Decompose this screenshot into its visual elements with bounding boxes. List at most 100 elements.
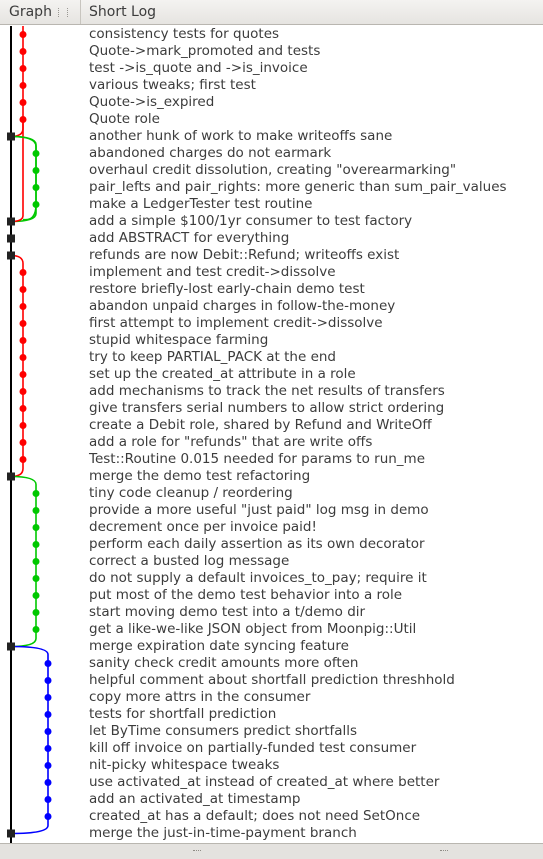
red-commit-node-icon — [19, 354, 27, 361]
commit-row[interactable]: add a role for "refunds" that are write … — [89, 434, 373, 450]
commit-row[interactable]: Quote role — [89, 111, 160, 127]
graph-column-header[interactable]: Graph — [0, 0, 81, 24]
merge-node-icon — [7, 472, 15, 481]
column-header: Graph Short Log — [0, 0, 543, 25]
commit-row[interactable]: correct a busted log message — [89, 553, 290, 569]
green-commit-node-icon — [32, 201, 40, 208]
commit-row[interactable]: add ABSTRACT for everything — [89, 230, 290, 246]
commit-row[interactable]: merge the just-in-time-payment branch — [89, 825, 357, 841]
short-log-column-header[interactable]: Short Log — [81, 0, 543, 24]
green-commit-node-icon — [32, 490, 40, 497]
commit-row[interactable]: use activated_at instead of created_at w… — [89, 774, 440, 790]
commit-row[interactable]: another hunk of work to make writeoffs s… — [89, 128, 393, 144]
merge-node-icon — [7, 642, 15, 651]
commit-row[interactable]: consistency tests for quotes — [89, 26, 280, 42]
green-commit-node-icon — [32, 541, 40, 548]
commit-row[interactable]: kill off invoice on partially-funded tes… — [89, 740, 417, 756]
commit-row[interactable]: add a simple $100/1yr consumer to test f… — [89, 213, 413, 229]
green-commit-node-icon — [32, 575, 40, 582]
commit-row[interactable]: add mechanisms to track the net results … — [89, 383, 445, 399]
commit-row[interactable]: various tweaks; first test — [89, 77, 256, 93]
red-commit-node-icon — [19, 303, 27, 310]
commit-row[interactable]: create a Debit role, shared by Refund an… — [89, 417, 432, 433]
red-commit-node-icon — [19, 405, 27, 412]
commit-row[interactable]: nit-picky whitespace tweaks — [89, 757, 280, 773]
commit-row[interactable]: Test::Routine 0.015 needed for params to… — [89, 451, 426, 467]
commit-row[interactable]: abandoned charges do not earmark — [89, 145, 332, 161]
green-commit-node-icon — [32, 167, 40, 174]
commit-row[interactable]: restore briefly-lost early-chain demo te… — [89, 281, 365, 297]
merge-node-icon — [7, 234, 15, 243]
commit-row[interactable]: refunds are now Debit::Refund; writeoffs… — [89, 247, 400, 263]
commit-row[interactable]: do not supply a default invoices_to_pay;… — [89, 570, 427, 586]
commit-row[interactable]: try to keep PARTIAL_PACK at the end — [89, 349, 337, 365]
blue-commit-node-icon — [44, 762, 52, 769]
commit-row[interactable]: implement and test credit->dissolve — [89, 264, 336, 280]
scroll-grip-icon[interactable] — [193, 850, 201, 854]
commit-row[interactable]: copy more attrs in the consumer — [89, 689, 311, 705]
red-commit-node-icon — [19, 286, 27, 293]
green-branch-line — [10, 475, 37, 648]
short-log-column-label: Short Log — [89, 4, 157, 20]
red-commit-node-icon — [19, 439, 27, 446]
commit-row[interactable]: tests for shortfall prediction — [89, 706, 277, 722]
green-branch-line — [10, 135, 37, 221]
red-commit-node-icon — [19, 99, 27, 106]
red-commit-node-icon — [19, 31, 27, 38]
red-commit-node-icon — [19, 116, 27, 123]
commit-row[interactable]: test ->is_quote and ->is_invoice — [89, 60, 308, 76]
commit-row[interactable]: overhaul credit dissolution, creating "o… — [89, 162, 457, 178]
commit-row[interactable]: created_at has a default; does not need … — [89, 808, 421, 824]
blue-commit-node-icon — [44, 728, 52, 735]
graph-column-label: Graph — [9, 4, 52, 20]
red-commit-node-icon — [19, 337, 27, 344]
merge-node-icon — [7, 132, 15, 141]
commit-row[interactable]: abandon unpaid charges in follow-the-mon… — [89, 298, 396, 314]
green-commit-node-icon — [32, 507, 40, 514]
commit-row[interactable]: stupid whitespace farming — [89, 332, 269, 348]
green-commit-node-icon — [32, 150, 40, 157]
commit-row[interactable]: provide a more useful "just paid" log ms… — [89, 502, 429, 518]
commit-row[interactable]: get a like-we-like JSON object from Moon… — [89, 621, 417, 637]
blue-commit-node-icon — [44, 745, 52, 752]
commit-row[interactable]: helpful comment about shortfall predicti… — [89, 672, 455, 688]
red-commit-node-icon — [19, 82, 27, 89]
commit-row[interactable]: first attempt to implement credit->disso… — [89, 315, 383, 331]
commit-row[interactable]: add an activated_at timestamp — [89, 791, 301, 807]
commit-row[interactable]: Quote->is_expired — [89, 94, 215, 110]
column-divider[interactable] — [80, 0, 81, 24]
commit-row[interactable]: Quote->mark_promoted and tests — [89, 43, 321, 59]
red-commit-node-icon — [19, 422, 27, 429]
red-commit-node-icon — [19, 48, 27, 55]
red-commit-node-icon — [19, 456, 27, 463]
commit-row[interactable]: start moving demo test into a t/demo dir — [89, 604, 366, 620]
commit-row[interactable]: tiny code cleanup / reordering — [89, 485, 293, 501]
horizontal-scrollbar[interactable] — [0, 843, 543, 859]
column-resize-grip-icon[interactable] — [58, 8, 68, 17]
commit-row[interactable]: decrement once per invoice paid! — [89, 519, 317, 535]
merge-node-icon — [7, 829, 15, 838]
blue-commit-node-icon — [44, 694, 52, 701]
green-commit-node-icon — [32, 592, 40, 599]
green-commit-node-icon — [32, 626, 40, 633]
merge-node-icon — [7, 217, 15, 226]
commit-row[interactable]: set up the created_at attribute in a rol… — [89, 366, 356, 382]
commit-row[interactable]: make a LedgerTester test routine — [89, 196, 313, 212]
blue-branch-line — [10, 645, 49, 835]
green-commit-node-icon — [32, 609, 40, 616]
commit-row[interactable]: sanity check credit amounts more often — [89, 655, 359, 671]
blue-commit-node-icon — [44, 813, 52, 820]
red-commit-node-icon — [19, 269, 27, 276]
commit-row[interactable]: give transfers serial numbers to allow s… — [89, 400, 445, 416]
blue-commit-node-icon — [44, 677, 52, 684]
green-commit-node-icon — [32, 558, 40, 565]
commit-row[interactable]: let ByTime consumers predict shortfalls — [89, 723, 358, 739]
commit-row[interactable]: pair_lefts and pair_rights: more generic… — [89, 179, 507, 195]
commit-row[interactable]: merge expiration date syncing feature — [89, 638, 349, 654]
blue-commit-node-icon — [44, 796, 52, 803]
scroll-grip-icon[interactable] — [440, 850, 448, 854]
commit-row[interactable]: merge the demo test refactoring — [89, 468, 311, 484]
blue-commit-node-icon — [44, 779, 52, 786]
commit-row[interactable]: perform each daily assertion as its own … — [89, 536, 425, 552]
commit-row[interactable]: put most of the demo test behavior into … — [89, 587, 403, 603]
